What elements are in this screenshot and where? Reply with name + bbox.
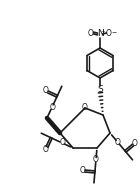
Text: O: O [59, 138, 65, 147]
Text: O: O [80, 166, 85, 175]
Text: O: O [82, 103, 88, 113]
Text: O: O [43, 145, 49, 154]
Text: O: O [115, 138, 121, 147]
Text: O: O [93, 156, 99, 165]
Text: O: O [132, 139, 138, 148]
Text: +: + [100, 29, 105, 34]
Text: O: O [106, 28, 112, 37]
Text: O: O [88, 28, 94, 37]
Text: O: O [43, 86, 49, 95]
Text: N: N [97, 30, 103, 39]
Text: S: S [97, 84, 103, 94]
Text: O: O [49, 103, 55, 112]
Text: −: − [111, 29, 116, 34]
